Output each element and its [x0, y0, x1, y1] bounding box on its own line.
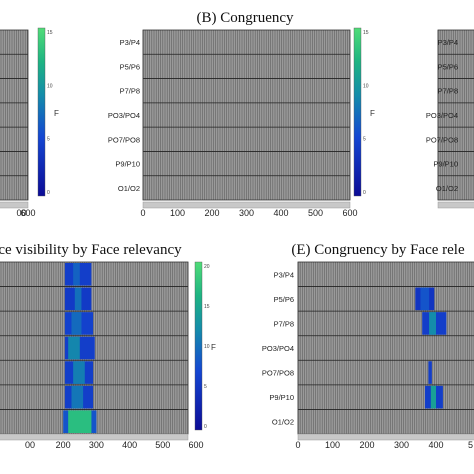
colorbar-tick: 20 — [204, 264, 210, 270]
x-tick-label: 00 — [16, 208, 26, 218]
x-tick-label: 600 — [20, 208, 35, 218]
y-tick-label: P7/P8 — [274, 319, 294, 328]
panel-title: (E) Congruency by Face rele — [291, 242, 465, 258]
heatmap-cell — [71, 385, 84, 409]
heatmap-cell — [74, 287, 82, 311]
y-tick-label: P3/P4 — [274, 270, 294, 279]
x-tick-label: 00 — [25, 440, 35, 450]
colorbar-label: F — [370, 109, 375, 118]
y-tick-label: P5/P6 — [120, 62, 140, 71]
colorbar-tick: 5 — [47, 137, 50, 143]
plot-border — [142, 29, 351, 201]
heatmap-cell — [73, 361, 85, 384]
x-tick-label: 100 — [170, 208, 185, 218]
colorbar-tick: 5 — [204, 384, 207, 390]
colorbar — [194, 261, 203, 431]
colorbar — [37, 27, 46, 197]
plot-border — [0, 29, 29, 201]
x-tick-label: 500 — [308, 208, 323, 218]
y-tick-label: PO7/PO8 — [262, 369, 294, 378]
colorbar-label: F — [211, 343, 216, 352]
y-tick-label: O1/O2 — [272, 418, 294, 427]
colorbar-tick: 15 — [204, 304, 210, 310]
x-tick-label: 0 — [140, 208, 145, 218]
x-tick-label: 200 — [204, 208, 219, 218]
colorbar — [353, 27, 362, 197]
y-tick-label: P9/P10 — [269, 393, 294, 402]
x-tick-label: 400 — [122, 440, 137, 450]
x-tick-label: 0 — [295, 440, 300, 450]
x-tick-label: 100 — [325, 440, 340, 450]
y-tick-label: PO7/PO8 — [108, 135, 140, 144]
x-tick-label: 600 — [342, 208, 357, 218]
colorbar-tick: 0 — [47, 190, 50, 196]
x-tick-label: 200 — [359, 440, 374, 450]
y-tick-label: P7/P8 — [120, 87, 140, 96]
panel-c: P3/P4 P5/P6 P7/P8 PO3/PO4 PO7/PO8 P9/P10 O1/O2 — [426, 29, 474, 209]
y-tick-label: O1/O2 — [118, 184, 140, 193]
y-tick-label: PO7/PO8 — [426, 135, 458, 144]
colorbar-tick: 15 — [363, 30, 369, 36]
x-tick-label: 400 — [428, 440, 443, 450]
colorbar-tick: 5 — [363, 137, 366, 143]
y-tick-label: O1/O2 — [436, 184, 458, 193]
x-tick-label: 300 — [394, 440, 409, 450]
x-axis-strip — [437, 201, 474, 209]
colorbar-tick: 10 — [363, 83, 369, 89]
heatmap-cell — [429, 312, 436, 335]
panel-title: (B) Congruency — [196, 10, 294, 26]
heatmap-cell — [428, 361, 432, 384]
heatmap-cell — [68, 336, 80, 360]
y-tick-label: PO3/PO4 — [108, 111, 140, 120]
y-tick-label: P3/P4 — [438, 38, 458, 47]
panel-title: ce visibility by Face relevancy — [0, 242, 182, 258]
panel-e: 0 100 200 300 400 5 P3/P4 P5/P6 P7/P8 PO3/PO4 PO7/… — [262, 242, 474, 450]
x-axis-strip — [297, 433, 474, 441]
colorbar-tick: 0 — [363, 190, 366, 196]
colorbar-label: F — [54, 109, 59, 118]
panel-b: 0 100 200 300 400 500 600P3/P4P5/P6P7/P8PO3/PO… — [108, 10, 375, 218]
colorbar-tick: 10 — [47, 83, 53, 89]
x-axis-strip — [0, 201, 29, 209]
y-tick-label: P7/P8 — [438, 87, 458, 96]
plot-border — [437, 29, 474, 201]
x-tick-label: 300 — [239, 208, 254, 218]
heatmap-cell — [430, 385, 436, 409]
y-tick-label: PO3/PO4 — [262, 344, 294, 353]
x-tick-label: 500 — [155, 440, 170, 450]
y-tick-label: PO3/PO4 — [426, 111, 458, 120]
x-axis-strip — [0, 433, 189, 441]
colorbar-tick: 10 — [204, 344, 210, 350]
heatmap-cell — [68, 410, 92, 433]
x-tick-label: 5 — [468, 440, 473, 450]
y-tick-label: P5/P6 — [274, 295, 294, 304]
y-tick-label: P9/P10 — [433, 160, 458, 169]
heatmap-cell — [420, 287, 430, 311]
heatmap-cell — [71, 312, 82, 335]
heatmap-cell — [73, 263, 80, 286]
x-tick-label: 300 — [89, 440, 104, 450]
y-tick-label: P3/P4 — [120, 38, 140, 47]
x-tick-label: 400 — [273, 208, 288, 218]
colorbar-tick: 0 — [204, 424, 207, 430]
y-tick-label: P9/P10 — [115, 160, 140, 169]
x-tick-label: 200 — [56, 440, 71, 450]
plot-area — [438, 30, 474, 200]
colorbar-tick: 15 — [47, 30, 53, 36]
x-axis-strip — [142, 201, 351, 209]
x-tick-label: 600 — [188, 440, 203, 450]
y-tick-label: P5/P6 — [438, 62, 458, 71]
